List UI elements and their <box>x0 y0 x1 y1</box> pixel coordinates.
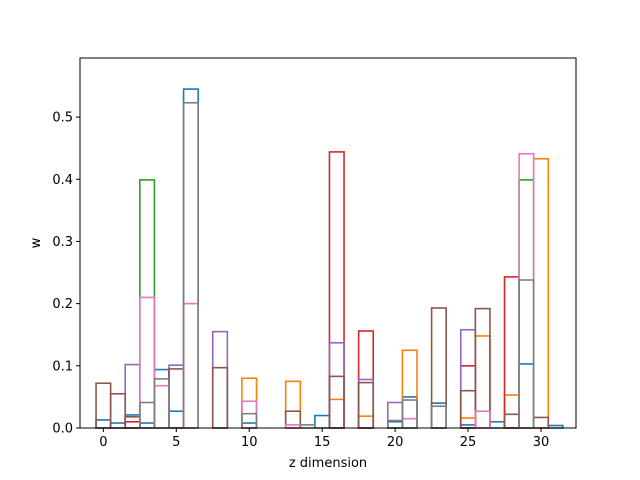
x-tick-label: 30 <box>533 435 550 450</box>
x-tick-label: 5 <box>172 435 180 450</box>
y-tick-label: 0.0 <box>52 422 73 437</box>
plot-frame <box>79 57 577 429</box>
x-tick-label: 0 <box>99 435 107 450</box>
x-ticks: 0 5 10 15 20 25 30 <box>99 428 549 450</box>
x-tick-label: 25 <box>460 435 477 450</box>
y-tick-label: 0.5 <box>52 111 73 126</box>
x-tick-label: 20 <box>387 435 404 450</box>
y-ticks: 0.0 0.1 0.2 0.3 0.4 0.5 <box>52 111 80 437</box>
y-tick-label: 0.3 <box>52 235 73 250</box>
y-tick-label: 0.1 <box>52 359 73 374</box>
x-tick-label: 10 <box>241 435 258 450</box>
y-axis-label: w <box>29 237 44 248</box>
x-axis-label: z dimension <box>289 456 367 471</box>
y-tick-label: 0.2 <box>52 297 73 312</box>
x-tick-label: 15 <box>314 435 331 450</box>
y-tick-label: 0.4 <box>52 173 73 188</box>
